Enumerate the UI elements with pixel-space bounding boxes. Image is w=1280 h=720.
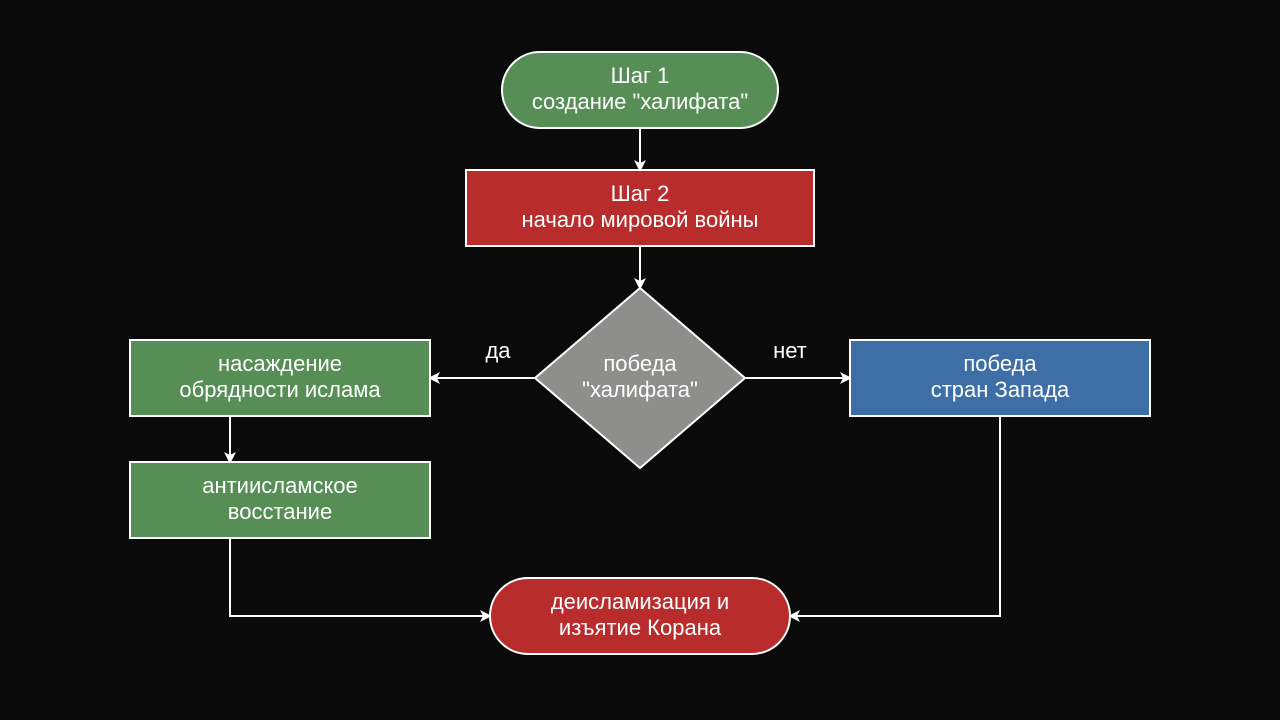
node-final-line1: изъятие Корана bbox=[559, 615, 722, 640]
node-step2-line1: начало мировой войны bbox=[522, 207, 759, 232]
flowchart-canvas: Шаг 1создание "халифата" Шаг 2начало миро… bbox=[0, 0, 1280, 720]
edge-e4-label: нет bbox=[773, 338, 807, 363]
node-step2: Шаг 2начало мировой войны bbox=[466, 170, 814, 246]
node-final-line0: деисламизация и bbox=[551, 589, 729, 614]
edge-e3-label: да bbox=[485, 338, 511, 363]
edge-e6 bbox=[230, 538, 490, 616]
node-left2: антиисламскоевосстание bbox=[130, 462, 430, 538]
node-decision-line1: "халифата" bbox=[582, 377, 698, 402]
node-left1: насаждениеобрядности ислама bbox=[130, 340, 430, 416]
node-right1-line0: победа bbox=[963, 351, 1037, 376]
node-step1-line0: Шаг 1 bbox=[611, 63, 670, 88]
node-step1-line1: создание "халифата" bbox=[532, 89, 748, 114]
node-final: деисламизация иизъятие Корана bbox=[490, 578, 790, 654]
node-left1-line0: насаждение bbox=[218, 351, 342, 376]
node-step1: Шаг 1создание "халифата" bbox=[502, 52, 778, 128]
node-decision: победа"халифата" bbox=[535, 288, 745, 468]
node-step2-line0: Шаг 2 bbox=[611, 181, 670, 206]
node-right1-line1: стран Запада bbox=[931, 377, 1070, 402]
node-right1: победастран Запада bbox=[850, 340, 1150, 416]
node-left1-line1: обрядности ислама bbox=[179, 377, 381, 402]
node-decision-line0: победа bbox=[603, 351, 677, 376]
node-left2-line0: антиисламское bbox=[202, 473, 358, 498]
node-left2-line1: восстание bbox=[228, 499, 332, 524]
edge-e7 bbox=[790, 416, 1000, 616]
